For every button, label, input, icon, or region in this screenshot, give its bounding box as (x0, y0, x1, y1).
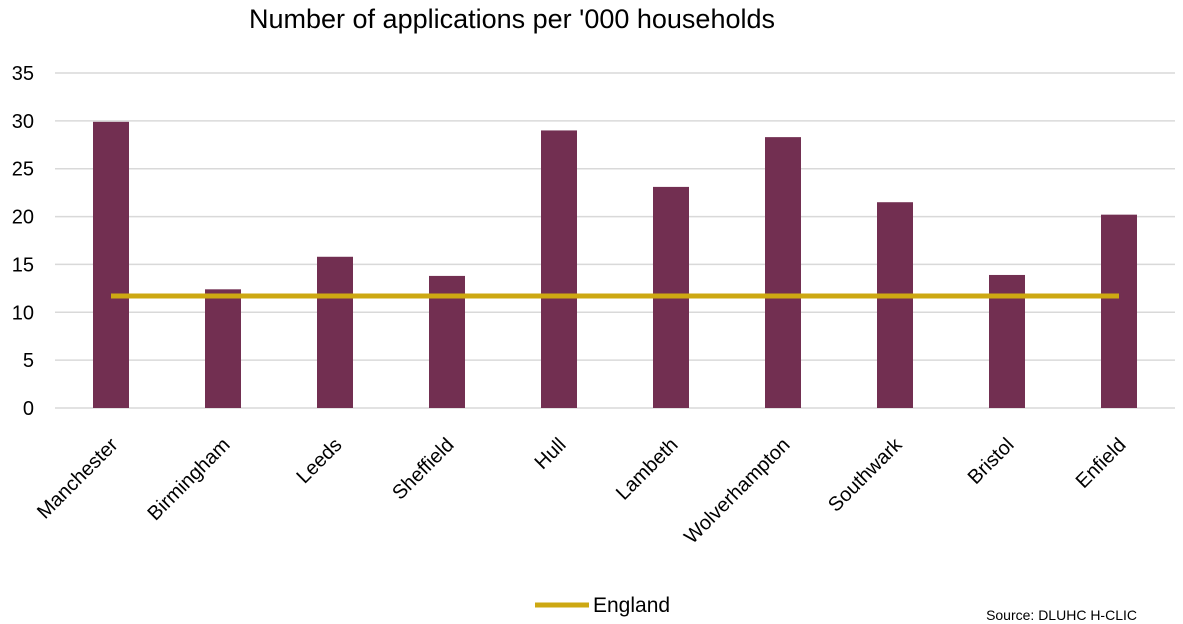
bar-wolverhampton (765, 137, 801, 408)
x-tick-label: Bristol (964, 434, 1019, 489)
gridlines (55, 72, 1175, 409)
y-tick-label: 15 (12, 254, 34, 276)
x-tick-label: Southwark (824, 433, 907, 516)
y-tick-label: 35 (12, 63, 34, 85)
y-tick-label: 10 (12, 302, 34, 324)
x-tick-label: Manchester (33, 434, 123, 524)
chart-title: Number of applications per '000 househol… (249, 4, 775, 34)
legend: England (535, 594, 670, 617)
x-tick-label: Leeds (292, 434, 346, 488)
y-tick-label: 30 (12, 111, 34, 133)
bar-southwark (877, 202, 913, 408)
x-tick-label: Lambeth (612, 434, 683, 505)
x-tick-label: Birmingham (144, 434, 235, 525)
y-axis: 0 5 10 15 20 25 30 35 (12, 63, 34, 420)
bar-leeds (317, 256, 353, 408)
bar-birmingham (205, 289, 241, 408)
x-tick-label: Wolverhampton (680, 434, 794, 548)
x-tick-label: Sheffield (388, 434, 458, 504)
y-tick-label: 0 (23, 398, 34, 420)
bar-manchester (93, 121, 129, 409)
y-tick-label: 25 (12, 159, 34, 181)
y-tick-label: 5 (23, 350, 34, 372)
x-axis: Manchester Birmingham Leeds Sheffield Hull La… (33, 433, 1130, 548)
x-tick-label: Hull (531, 434, 571, 474)
source-note: Source: DLUHC H-CLIC (986, 607, 1137, 623)
legend-label-england: England (593, 594, 670, 617)
bar-enfield (1101, 214, 1137, 408)
y-tick-label: 20 (12, 207, 34, 229)
bar-hull (541, 130, 577, 408)
x-tick-label: Enfield (1072, 434, 1131, 493)
